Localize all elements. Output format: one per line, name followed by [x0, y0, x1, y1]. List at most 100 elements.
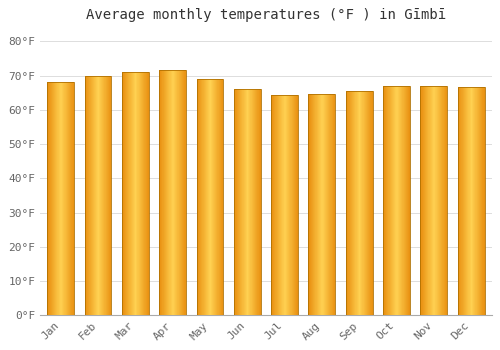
- Bar: [483, 86, 484, 315]
- Bar: [364, 91, 365, 315]
- Bar: [401, 86, 402, 315]
- Bar: [110, 76, 111, 315]
- Bar: [273, 96, 274, 315]
- Bar: [309, 94, 310, 315]
- Bar: [180, 70, 181, 315]
- Bar: [60, 83, 62, 315]
- Bar: [147, 71, 148, 315]
- Bar: [217, 79, 218, 315]
- Bar: [440, 86, 441, 315]
- Bar: [310, 94, 311, 315]
- Bar: [478, 86, 479, 315]
- Bar: [288, 96, 289, 315]
- Bar: [427, 86, 428, 315]
- Bar: [445, 86, 446, 315]
- Bar: [332, 94, 333, 315]
- Bar: [95, 76, 96, 315]
- Bar: [92, 76, 93, 315]
- Bar: [184, 70, 185, 315]
- Bar: [328, 94, 329, 315]
- Bar: [370, 91, 371, 315]
- Bar: [122, 71, 149, 315]
- Bar: [252, 89, 253, 315]
- Bar: [420, 86, 421, 315]
- Bar: [213, 79, 214, 315]
- Bar: [311, 94, 312, 315]
- Bar: [165, 70, 166, 315]
- Bar: [164, 70, 165, 315]
- Bar: [316, 94, 317, 315]
- Bar: [204, 79, 205, 315]
- Bar: [129, 71, 130, 315]
- Bar: [211, 79, 212, 315]
- Bar: [99, 76, 100, 315]
- Bar: [350, 91, 351, 315]
- Bar: [280, 96, 281, 315]
- Bar: [159, 70, 186, 315]
- Bar: [324, 94, 325, 315]
- Bar: [100, 76, 102, 315]
- Bar: [103, 76, 104, 315]
- Bar: [145, 71, 146, 315]
- Bar: [146, 71, 147, 315]
- Bar: [397, 86, 398, 315]
- Bar: [98, 76, 99, 315]
- Bar: [371, 91, 372, 315]
- Bar: [334, 94, 335, 315]
- Bar: [296, 96, 297, 315]
- Bar: [48, 83, 49, 315]
- Bar: [384, 86, 385, 315]
- Bar: [239, 89, 240, 315]
- Bar: [67, 83, 68, 315]
- Bar: [181, 70, 182, 315]
- Bar: [105, 76, 106, 315]
- Bar: [466, 86, 467, 315]
- Bar: [285, 96, 286, 315]
- Bar: [124, 71, 125, 315]
- Bar: [130, 71, 131, 315]
- Bar: [441, 86, 442, 315]
- Bar: [313, 94, 314, 315]
- Bar: [437, 86, 438, 315]
- Bar: [166, 70, 168, 315]
- Bar: [317, 94, 318, 315]
- Bar: [408, 86, 409, 315]
- Bar: [329, 94, 330, 315]
- Bar: [102, 76, 103, 315]
- Bar: [163, 70, 164, 315]
- Bar: [346, 91, 372, 315]
- Bar: [428, 86, 429, 315]
- Bar: [86, 76, 88, 315]
- Bar: [171, 70, 172, 315]
- Bar: [400, 86, 401, 315]
- Bar: [222, 79, 223, 315]
- Bar: [170, 70, 171, 315]
- Bar: [236, 89, 237, 315]
- Bar: [308, 94, 336, 315]
- Bar: [59, 83, 60, 315]
- Bar: [383, 86, 410, 315]
- Bar: [106, 76, 107, 315]
- Bar: [169, 70, 170, 315]
- Bar: [240, 89, 241, 315]
- Bar: [139, 71, 140, 315]
- Title: Average monthly temperatures (°F ) in Gīmbī: Average monthly temperatures (°F ) in Gī…: [86, 8, 446, 22]
- Bar: [142, 71, 143, 315]
- Bar: [277, 96, 278, 315]
- Bar: [352, 91, 353, 315]
- Bar: [176, 70, 177, 315]
- Bar: [482, 86, 483, 315]
- Bar: [201, 79, 202, 315]
- Bar: [318, 94, 319, 315]
- Bar: [66, 83, 67, 315]
- Bar: [323, 94, 324, 315]
- Bar: [85, 76, 86, 315]
- Bar: [390, 86, 391, 315]
- Bar: [279, 96, 280, 315]
- Bar: [442, 86, 443, 315]
- Bar: [52, 83, 53, 315]
- Bar: [108, 76, 109, 315]
- Bar: [388, 86, 389, 315]
- Bar: [395, 86, 396, 315]
- Bar: [479, 86, 480, 315]
